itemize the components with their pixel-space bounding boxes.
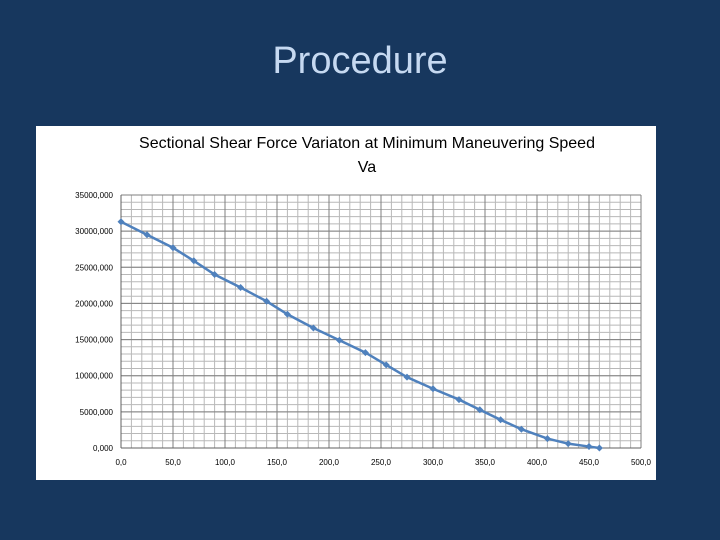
y-tick-label: 15000,000 <box>75 336 113 345</box>
data-point <box>382 361 390 369</box>
y-tick-label: 30000,000 <box>75 227 113 236</box>
x-tick-label: 500,0 <box>631 458 652 467</box>
data-point <box>455 396 463 404</box>
x-tick-label: 450,0 <box>579 458 600 467</box>
data-point <box>283 310 291 318</box>
x-tick-label: 350,0 <box>475 458 496 467</box>
data-point <box>564 440 572 448</box>
x-tick-label: 0,0 <box>115 458 127 467</box>
data-point <box>309 324 317 332</box>
data-point <box>543 435 551 443</box>
data-point <box>237 284 245 292</box>
x-tick-label: 50,0 <box>165 458 181 467</box>
data-point <box>117 218 125 226</box>
chart-title: Sectional Shear Force Variaton at Minimu… <box>139 135 595 176</box>
data-point <box>361 349 369 357</box>
y-tick-label: 5000,000 <box>80 408 114 417</box>
data-point <box>476 406 484 414</box>
x-tick-label: 400,0 <box>527 458 548 467</box>
y-tick-label: 25000,000 <box>75 263 113 272</box>
data-point <box>169 244 177 252</box>
data-point <box>190 257 198 265</box>
y-tick-label: 20000,000 <box>75 299 113 308</box>
data-point <box>429 385 437 393</box>
data-point <box>595 444 603 452</box>
y-tick-label: 35000,000 <box>75 191 113 200</box>
series-line <box>120 220 600 450</box>
data-point <box>403 373 411 381</box>
x-tick-label: 250,0 <box>371 458 392 467</box>
x-tick-label: 300,0 <box>423 458 444 467</box>
y-tick-label: 0,000 <box>93 444 114 453</box>
y-tick-label: 10000,000 <box>75 372 113 381</box>
data-point <box>517 425 525 433</box>
x-tick-label: 100,0 <box>215 458 236 467</box>
data-point <box>335 336 343 344</box>
x-tick-label: 200,0 <box>319 458 340 467</box>
slide-title: Procedure <box>272 40 448 82</box>
data-point <box>497 416 505 424</box>
x-tick-label: 150,0 <box>267 458 288 467</box>
line-chart: 0,000 5000,000 10000,000 15000,000 20000,000… <box>75 191 652 467</box>
data-point <box>263 297 271 305</box>
data-point <box>143 231 151 239</box>
chart-panel: Sectional Shear Force Variaton at Minimu… <box>36 126 656 480</box>
data-point <box>585 443 593 451</box>
data-point <box>211 271 219 279</box>
